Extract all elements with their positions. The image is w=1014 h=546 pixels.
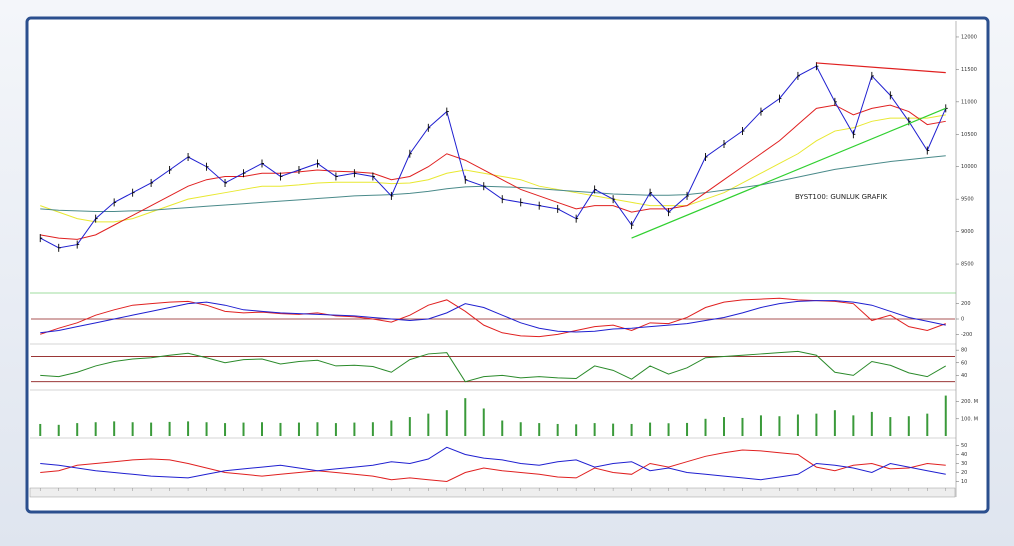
volume-bar bbox=[464, 398, 467, 436]
volume-bar bbox=[519, 422, 522, 436]
volume-bar bbox=[150, 422, 153, 436]
volume-bar bbox=[57, 424, 60, 436]
y-tick-label: 200 bbox=[961, 301, 971, 307]
trendline bbox=[816, 62, 946, 74]
y-tick-label: 100. M bbox=[961, 416, 978, 422]
series-line bbox=[40, 449, 946, 483]
volume-bar bbox=[316, 422, 319, 436]
y-tick-label: 60 bbox=[961, 360, 967, 366]
y-tick-label: 20 bbox=[961, 470, 967, 476]
volume-bar bbox=[870, 411, 873, 436]
volume-bar bbox=[390, 420, 393, 436]
volume-bar bbox=[833, 410, 836, 436]
volume-bar bbox=[686, 422, 689, 436]
volume-bar bbox=[723, 417, 725, 436]
volume-bar bbox=[889, 417, 892, 436]
y-tick-label: 200. M bbox=[961, 399, 978, 405]
y-tick-label: 10 bbox=[961, 479, 967, 485]
volume-bar bbox=[131, 422, 134, 436]
series-line bbox=[40, 350, 947, 383]
y-tick-label: -200 bbox=[961, 332, 972, 338]
volume-bar bbox=[538, 423, 541, 436]
volume-bar bbox=[556, 423, 559, 436]
y-tick-label: 11000 bbox=[961, 99, 977, 105]
y-tick-label: 40 bbox=[961, 373, 967, 379]
volume-bar bbox=[445, 410, 448, 436]
volume-bar bbox=[297, 422, 300, 436]
series-line bbox=[40, 155, 946, 212]
volume-bar bbox=[667, 423, 670, 436]
volume-bar bbox=[353, 422, 356, 436]
series-line bbox=[40, 104, 946, 240]
volume-bar bbox=[76, 423, 79, 436]
volume-bar bbox=[759, 415, 762, 436]
y-tick-label: 0 bbox=[961, 317, 964, 323]
volume-bar bbox=[575, 424, 578, 436]
volume-bar bbox=[815, 413, 818, 436]
volume-bar bbox=[94, 422, 97, 436]
y-tick-label: 8500 bbox=[961, 262, 974, 268]
volume-bar bbox=[796, 414, 799, 436]
y-tick-label: 9000 bbox=[961, 229, 974, 235]
y-tick-label: 30 bbox=[961, 461, 967, 467]
volume-bar bbox=[926, 413, 929, 436]
date-axis bbox=[29, 487, 956, 498]
volume-bar bbox=[612, 423, 615, 436]
volume-bar bbox=[907, 416, 910, 436]
volume-bar bbox=[593, 423, 596, 436]
window-frame bbox=[25, 16, 990, 514]
volume-bar bbox=[408, 417, 411, 436]
volume-bar bbox=[704, 418, 707, 436]
volume-bar bbox=[778, 416, 781, 436]
volume-bar bbox=[741, 417, 744, 436]
volume-bar bbox=[371, 422, 374, 436]
volume-bar bbox=[113, 421, 116, 436]
volume-bar bbox=[427, 413, 430, 436]
volume-bar bbox=[630, 423, 633, 436]
volume-bar bbox=[205, 422, 208, 436]
volume-bar bbox=[279, 422, 282, 436]
y-tick-label: 40 bbox=[961, 452, 967, 458]
volume-bar bbox=[187, 421, 190, 436]
volume-bar bbox=[944, 395, 947, 436]
volume-bar bbox=[168, 421, 171, 436]
y-tick-label: 11500 bbox=[961, 67, 977, 73]
series-line bbox=[40, 65, 947, 249]
trendline bbox=[631, 107, 946, 239]
volume-bar bbox=[334, 423, 337, 436]
volume-bar bbox=[261, 422, 263, 436]
volume-bar bbox=[242, 422, 245, 436]
series-line bbox=[40, 446, 946, 481]
series-line bbox=[40, 300, 946, 334]
y-tick-label: 9500 bbox=[961, 197, 974, 203]
volume-bar bbox=[501, 420, 504, 436]
y-tick-label: 12000 bbox=[961, 34, 977, 40]
series-line bbox=[40, 297, 946, 338]
y-tick-label: 80 bbox=[961, 348, 967, 354]
y-tick-label: 50 bbox=[961, 443, 967, 449]
volume-bar bbox=[649, 422, 652, 436]
volume-bar bbox=[224, 423, 227, 436]
volume-bar bbox=[39, 423, 42, 436]
volume-bar bbox=[482, 408, 485, 436]
volume-bar bbox=[852, 415, 855, 436]
y-tick-label: 10500 bbox=[961, 132, 977, 138]
y-tick-label: 10000 bbox=[961, 164, 977, 170]
annotation: BYST100: GUNLUK GRAFIK bbox=[795, 193, 888, 201]
